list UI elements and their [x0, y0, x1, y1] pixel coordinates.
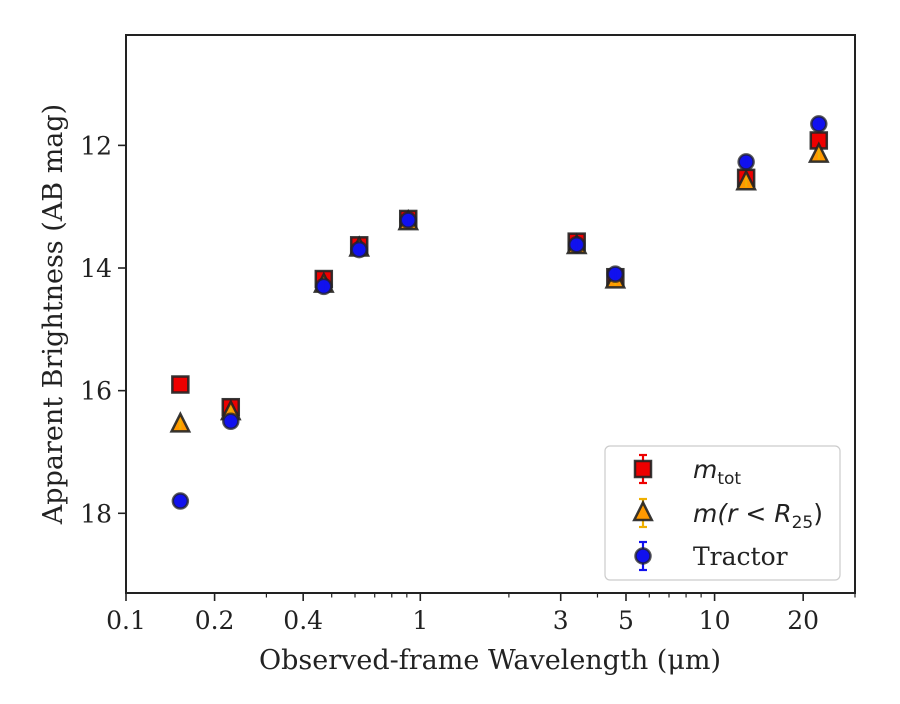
legend-marker-triangle — [632, 499, 654, 522]
y-tick-label: 18 — [80, 499, 112, 528]
legend-marker-circle — [634, 547, 652, 565]
y-tick-label: 14 — [80, 254, 112, 283]
x-tick-label: 20 — [787, 606, 819, 635]
legend-marker-square — [633, 459, 653, 479]
series-triangle — [169, 141, 830, 433]
y-tick-label: 16 — [80, 377, 112, 406]
plot-frame — [125, 34, 856, 594]
legend-item-circle: Tractor — [634, 540, 788, 572]
series-circle — [171, 115, 828, 510]
legend-item-triangle: m(r < R25) — [632, 497, 823, 533]
legend-label: Tractor — [693, 542, 788, 571]
x-tick-label: 0.1 — [106, 606, 146, 635]
y-axis-label: Apparent Brightness (AB mag) — [38, 104, 69, 525]
legend-box — [604, 445, 841, 581]
legend-label: mtot — [693, 455, 741, 489]
legend-label: m(r < R25) — [693, 499, 823, 533]
x-tick-label: 0.4 — [283, 606, 323, 635]
x-tick-label: 3 — [553, 606, 569, 635]
y-tick-label: 12 — [80, 131, 112, 160]
series-square — [171, 131, 829, 417]
x-tick-label: 10 — [699, 606, 731, 635]
x-tick-label: 5 — [618, 606, 634, 635]
x-tick-label: 0.2 — [195, 606, 235, 635]
legend-item-square: mtot — [633, 453, 741, 489]
data-marks-layer — [169, 115, 830, 510]
x-tick-label: 1 — [412, 606, 428, 635]
legend: mtot m(r < R25) Tractor — [604, 445, 841, 581]
x-axis-label: Observed-frame Wavelength (μm) — [259, 645, 721, 676]
axes-layer: 0.1 0.2 0.4 1 3 5 10 20 12 14 16 18 — [80, 131, 856, 635]
